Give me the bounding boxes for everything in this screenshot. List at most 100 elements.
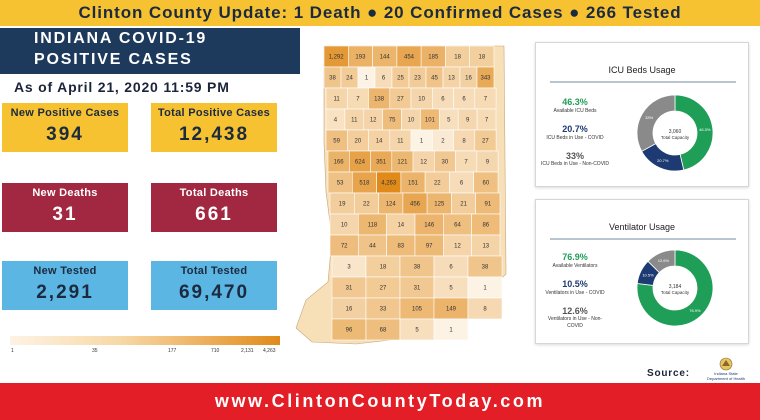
county-value-label: 185 bbox=[428, 55, 439, 61]
vent-available-label: Available Ventilators bbox=[552, 263, 598, 269]
county-value-label: 151 bbox=[408, 181, 419, 187]
county-value-label: 53 bbox=[337, 181, 344, 187]
donut-slice-label: 20.7% bbox=[657, 158, 669, 163]
icu-donut-chart: 46.3% 20.7% 33% 3,060 Total Capacity bbox=[636, 94, 714, 172]
new-positive-card: New Positive Cases 394 bbox=[2, 103, 128, 152]
county-value-label: 3 bbox=[347, 265, 351, 271]
county-value-label: 25 bbox=[397, 76, 404, 82]
donut-slice bbox=[647, 249, 676, 274]
county-value-label: 144 bbox=[380, 55, 391, 61]
county-value-label: 8 bbox=[483, 307, 487, 313]
new-positive-value: 394 bbox=[46, 124, 84, 145]
total-deaths-card: Total Deaths 661 bbox=[151, 183, 277, 232]
footer-url[interactable]: www.ClintonCountyToday.com bbox=[214, 391, 546, 411]
county-value-label: 11 bbox=[397, 139, 404, 145]
total-tested-label: Total Tested bbox=[180, 265, 248, 277]
county-value-label: 38 bbox=[482, 265, 489, 271]
county-value-label: 6 bbox=[462, 97, 466, 103]
county-value-label: 20 bbox=[355, 139, 362, 145]
icu-covid-label: ICU Beds in Use - COVID bbox=[546, 135, 604, 141]
icu-noncovid-label: ICU Beds in Use - Non-COVID bbox=[540, 161, 610, 167]
county-value-label: 33 bbox=[380, 307, 387, 313]
county-value-label: 19 bbox=[339, 202, 346, 208]
icu-title: ICU Beds Usage bbox=[608, 65, 676, 75]
title-line-2: POSITIVE CASES bbox=[34, 51, 193, 68]
county-value-label: 118 bbox=[368, 223, 378, 229]
new-deaths-card: New Deaths 31 bbox=[2, 183, 128, 232]
county-value-label: 60 bbox=[483, 181, 490, 187]
county-value-label: 1,292 bbox=[329, 55, 345, 61]
county-value-label: 31 bbox=[346, 286, 353, 292]
vent-covid-pct: 10.5% bbox=[562, 279, 588, 289]
county-value-label: 16 bbox=[465, 76, 472, 82]
icu-available-pct: 46.3% bbox=[562, 97, 588, 107]
county-value-label: 27 bbox=[397, 97, 404, 103]
county-value-label: 456 bbox=[410, 202, 421, 208]
vent-noncovid-pct: 12.6% bbox=[562, 306, 588, 316]
county-value-label: 4 bbox=[334, 118, 338, 124]
isdh-seal-logo: Indiana State Department of Health bbox=[707, 357, 745, 381]
county-value-label: 12 bbox=[420, 160, 427, 166]
county-value-label: 96 bbox=[346, 328, 353, 334]
county-value-label: 343 bbox=[480, 76, 491, 82]
county-value-label: 23 bbox=[414, 76, 421, 82]
total-positive-card: Total Positive Cases 12,438 bbox=[151, 103, 277, 152]
county-value-label: 6 bbox=[460, 181, 464, 187]
county-value-label: 6 bbox=[441, 97, 445, 103]
county-value-label: 68 bbox=[380, 328, 387, 334]
icu-divider bbox=[550, 81, 736, 83]
county-value-label: 7 bbox=[356, 97, 360, 103]
new-tested-card: New Tested 2,291 bbox=[2, 261, 128, 310]
new-deaths-label: New Deaths bbox=[32, 187, 98, 199]
county-value-label: 101 bbox=[425, 118, 436, 124]
county-value-label: 30 bbox=[442, 160, 449, 166]
county-value-label: 138 bbox=[374, 97, 385, 103]
vent-available-pct: 76.9% bbox=[562, 252, 588, 262]
county-value-label: 12 bbox=[370, 118, 377, 124]
county-value-label: 13 bbox=[482, 244, 489, 250]
county-value-label: 1 bbox=[449, 328, 453, 334]
legend-tick: 177 bbox=[168, 348, 177, 354]
county-value-label: 121 bbox=[397, 160, 408, 166]
county-value-label: 10 bbox=[418, 97, 425, 103]
county-value-label: 10 bbox=[341, 223, 348, 229]
county-value-label: 91 bbox=[485, 202, 492, 208]
title-line-1: INDIANA COVID-19 bbox=[34, 30, 208, 47]
county-value-label: 44 bbox=[369, 244, 376, 250]
icu-available-label: Available ICU Beds bbox=[553, 108, 597, 114]
vent-noncovid-label: Ventilators in Use - Non-COVID bbox=[547, 316, 603, 329]
county-value-label: 38 bbox=[329, 76, 336, 82]
new-deaths-value: 31 bbox=[52, 204, 78, 225]
county-value-label: 64 bbox=[454, 223, 461, 229]
county-value-label: 454 bbox=[404, 55, 415, 61]
county-value-label: 18 bbox=[380, 265, 387, 271]
county-value-label: 624 bbox=[355, 160, 366, 166]
county-value-label: 7 bbox=[485, 118, 489, 124]
county-value-label: 105 bbox=[412, 307, 423, 313]
county-value-label: 9 bbox=[466, 118, 470, 124]
county-value-label: 518 bbox=[359, 181, 370, 187]
county-value-label: 11 bbox=[333, 97, 340, 103]
legend-tick: 2,131 bbox=[241, 348, 254, 354]
headline: Clinton County Update: 1 Death ● 20 Conf… bbox=[78, 3, 682, 22]
icu-noncovid-pct: 33% bbox=[565, 151, 584, 161]
county-value-label: 83 bbox=[397, 244, 404, 250]
county-value-label: 9 bbox=[486, 160, 490, 166]
ventilator-title: Ventilator Usage bbox=[608, 222, 676, 232]
top-banner: Clinton County Update: 1 Death ● 20 Conf… bbox=[0, 0, 760, 26]
county-value-label: 14 bbox=[376, 139, 383, 145]
county-value-label: 16 bbox=[346, 307, 353, 313]
ventilator-donut-chart: 76.9% 10.5% 12.6% 3,184 Total Capacity bbox=[636, 249, 714, 327]
vent-covid-label: Ventilators in Use - COVID bbox=[545, 290, 605, 296]
donut-slice bbox=[636, 249, 714, 327]
svg-text:Indiana State: Indiana State bbox=[714, 371, 738, 376]
total-tested-value: 69,470 bbox=[178, 282, 250, 303]
county-value-label: 6 bbox=[449, 265, 453, 271]
county-value-label: 22 bbox=[434, 181, 441, 187]
donut-slice-label: 76.9% bbox=[689, 308, 701, 313]
county-value-label: 24 bbox=[346, 76, 353, 82]
county-value-label: 14 bbox=[397, 223, 404, 229]
county-value-label: 5 bbox=[447, 118, 451, 124]
county-value-label: 10 bbox=[408, 118, 415, 124]
county-value-label: 149 bbox=[446, 307, 457, 313]
